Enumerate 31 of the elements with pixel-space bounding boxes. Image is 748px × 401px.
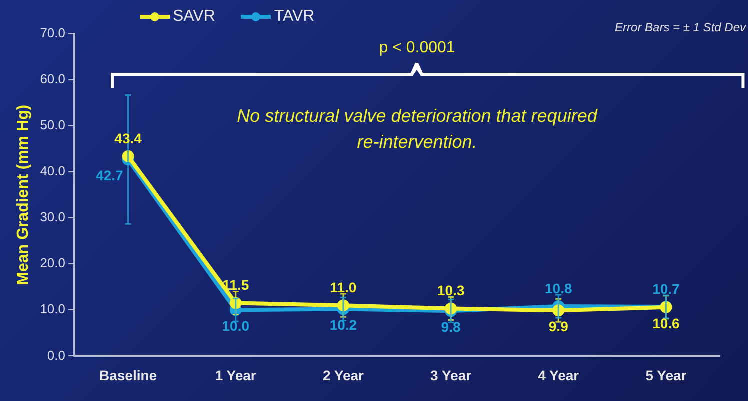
legend-label: SAVR bbox=[173, 8, 216, 26]
data-label: 10.6 bbox=[652, 315, 680, 332]
y-tick-label: 10.0 bbox=[40, 302, 66, 317]
data-label: 10.0 bbox=[222, 318, 250, 334]
data-label: 42.7 bbox=[96, 168, 124, 184]
data-label: 10.3 bbox=[437, 282, 465, 299]
x-tick-label: 3 Year bbox=[430, 367, 472, 384]
y-tick-label: 60.0 bbox=[40, 72, 66, 87]
data-label: 10.7 bbox=[652, 280, 680, 297]
y-tick-label: 30.0 bbox=[40, 210, 66, 225]
x-tick-label: 5 Year bbox=[646, 367, 688, 384]
y-tick-label: 70.0 bbox=[40, 26, 66, 41]
y-tick-label: 0.0 bbox=[47, 348, 66, 363]
data-label: 43.4 bbox=[114, 130, 142, 146]
data-label: 10.2 bbox=[330, 317, 358, 334]
y-axis-title: Mean Gradient (mm Hg) bbox=[15, 104, 32, 286]
y-tick-label: 50.0 bbox=[40, 118, 66, 133]
annotation: No structural valve deterioration that required re-intervention. bbox=[237, 106, 598, 152]
y-tick-label: 20.0 bbox=[40, 256, 66, 271]
x-tick-label: 2 Year bbox=[322, 367, 365, 384]
data-label: 10.8 bbox=[545, 280, 572, 296]
y-tick-label: 40.0 bbox=[40, 164, 66, 179]
data-label: 9.9 bbox=[548, 318, 569, 334]
x-tick-label: Baseline bbox=[99, 367, 158, 384]
data-label: 11.0 bbox=[330, 279, 357, 296]
data-label: 9.8 bbox=[441, 318, 461, 335]
x-tick-label: 4 Year bbox=[538, 367, 580, 384]
x-tick-label: 1 Year bbox=[215, 367, 257, 384]
legend-label: TAVR bbox=[274, 8, 315, 26]
annotation: p < 0.0001 bbox=[379, 39, 456, 56]
annotation: Error Bars = ± 1 Std Dev bbox=[615, 20, 747, 34]
